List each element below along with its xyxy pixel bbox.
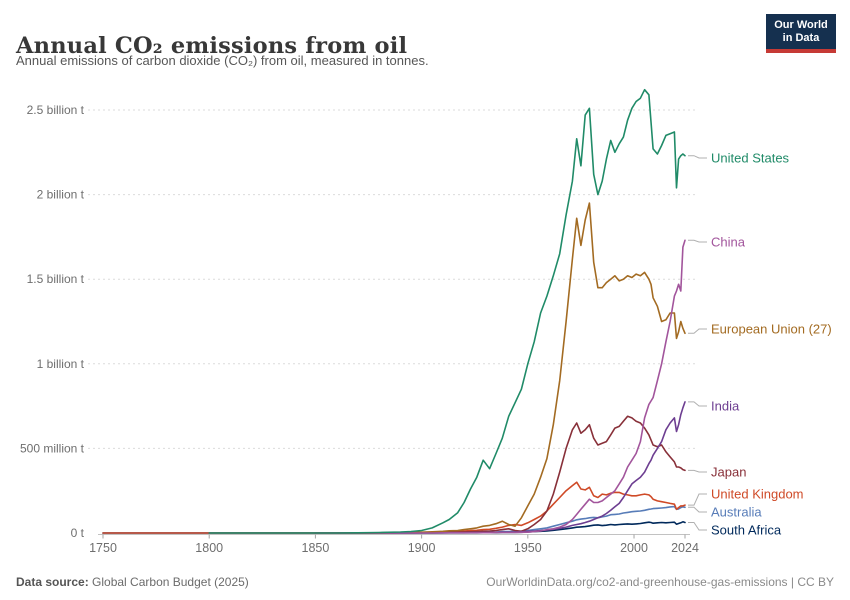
- series-line-india: [314, 401, 686, 534]
- chart-footer: Data source: Global Carbon Budget (2025)…: [16, 575, 834, 589]
- label-connector: [688, 522, 707, 531]
- label-connector: [688, 506, 707, 513]
- data-source-value: Global Carbon Budget (2025): [88, 575, 249, 589]
- y-axis-tick-label: 1.5 billion t: [27, 272, 85, 286]
- data-source: Data source: Global Carbon Budget (2025): [16, 575, 249, 589]
- y-axis-tick-label: 500 million t: [20, 441, 85, 455]
- owid-url-license[interactable]: OurWorldinData.org/co2-and-greenhouse-ga…: [486, 575, 834, 589]
- entity-label-china[interactable]: China: [711, 235, 746, 250]
- chart-subtitle: Annual emissions of carbon dioxide (CO₂)…: [16, 53, 429, 68]
- y-axis-tick-label: 1 billion t: [37, 357, 85, 371]
- entity-label-south-africa[interactable]: South Africa: [711, 523, 782, 538]
- owid-logo-line1: Our World: [774, 19, 828, 31]
- data-source-label: Data source:: [16, 575, 89, 589]
- series-line-japan: [314, 415, 686, 534]
- x-axis-tick-label: 1850: [302, 541, 330, 555]
- entity-label-european-union-27[interactable]: European Union (27): [711, 322, 832, 337]
- x-axis-tick-label: 1900: [408, 541, 436, 555]
- owid-logo[interactable]: Our World in Data: [766, 14, 836, 53]
- label-connector: [688, 328, 707, 334]
- y-axis-tick-label: 2.5 billion t: [27, 103, 85, 117]
- series-line-european-union-27: [314, 202, 686, 534]
- entity-label-india[interactable]: India: [711, 399, 740, 414]
- page-title: Annual CO₂ emissions from oil: [16, 33, 408, 60]
- x-axis-tick-label: 2000: [620, 541, 648, 555]
- series-line-south-africa: [102, 521, 686, 534]
- entity-label-australia[interactable]: Australia: [711, 505, 762, 520]
- series-line-united-states: [208, 88, 686, 534]
- entity-label-japan[interactable]: Japan: [711, 465, 746, 480]
- x-axis-tick-label: 1750: [89, 541, 117, 555]
- entity-label-united-kingdom[interactable]: United Kingdom: [711, 487, 804, 502]
- x-axis-tick-label: 2024: [671, 541, 699, 555]
- x-axis-tick-label: 1950: [514, 541, 542, 555]
- series-line-australia: [102, 505, 686, 534]
- series-line-china: [314, 239, 686, 534]
- label-connector: [688, 155, 707, 159]
- entity-label-united-states[interactable]: United States: [711, 151, 790, 166]
- label-connector: [688, 493, 707, 506]
- y-axis-tick-label: 2 billion t: [37, 188, 85, 202]
- label-connector: [688, 469, 707, 473]
- x-axis-tick-label: 1800: [195, 541, 223, 555]
- label-connector: [688, 401, 707, 407]
- y-axis-tick-label: 0 t: [71, 526, 85, 540]
- label-connector: [688, 239, 707, 243]
- owid-logo-line2: in Data: [782, 32, 820, 44]
